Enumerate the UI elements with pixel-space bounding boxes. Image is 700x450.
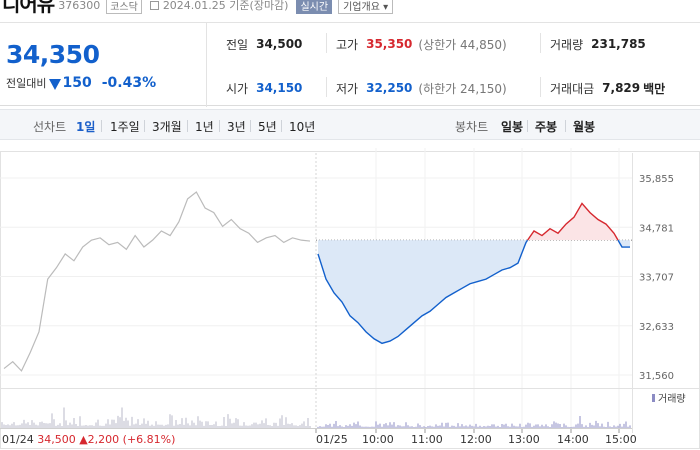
volume-legend-swatch: [652, 394, 655, 402]
change-label: 전일대비: [6, 77, 47, 90]
high-label: 고가: [336, 37, 359, 52]
x-tick-label: 11:00: [411, 433, 443, 446]
date-text: 2024.01.25 기준(장마감): [162, 0, 289, 12]
prev-close-value: 34,500: [256, 37, 303, 51]
change-value: 150: [62, 75, 92, 91]
loss-price-line: [317, 239, 529, 345]
loss-price-line: [617, 239, 630, 248]
volume-legend-label: 거래량: [658, 393, 686, 405]
low-label: 저가: [336, 81, 359, 96]
volume-cell: 거래량 231,785: [550, 34, 646, 54]
prev-day-summary: 01/24 34,500 ▲2,200 (+6.81%): [2, 433, 175, 446]
x-tick-label: 13:00: [508, 433, 540, 446]
low-cell: 저가 32,250 (하한가 24,150): [336, 78, 507, 98]
trade-value-label: 거래대금: [550, 81, 595, 96]
stock-code: 376300: [58, 0, 101, 12]
gain-price-line: [527, 202, 619, 241]
upper-limit-label: (상한가: [418, 37, 457, 52]
current-price-box: 34,350 전일대비 150 -0.43%: [0, 23, 207, 107]
tab-3year[interactable]: 3년: [227, 120, 246, 134]
stock-header: 디어유 376300 코스닥 2024.01.25 기준(장마감) 실시간 기업…: [0, 0, 700, 16]
open-label: 시가: [226, 81, 249, 96]
open-value: 34,150: [256, 81, 303, 95]
trade-value-unit: 백만: [643, 81, 666, 96]
change-row: 전일대비 150 -0.43%: [6, 75, 156, 91]
volume-value: 231,785: [591, 37, 646, 51]
company-overview-button[interactable]: 기업개요 ▾: [338, 0, 394, 14]
trade-value-cell: 거래대금 7,829 백만: [550, 78, 665, 98]
change-percent: -0.43%: [101, 75, 157, 91]
x-tick-label: 10:00: [362, 433, 394, 446]
chart-period-tabs: 선차트 1일 1주일 3개월 1년 3년 5년 10년 봉차트 일봉 주봉 월봉: [0, 109, 700, 140]
quote-summary: 34,350 전일대비 150 -0.43% 전일 34,500 고가 35,3…: [0, 22, 700, 107]
x-tick-label: 01/25: [316, 433, 348, 446]
y-tick-label: 35,855: [639, 174, 674, 185]
y-tick-label: 34,781: [639, 223, 674, 234]
candle-chart-label: 봉차트: [455, 120, 489, 134]
trade-value: 7,829: [602, 81, 641, 95]
open-cell: 시가 34,150: [226, 78, 302, 98]
chevron-down-icon: ▾: [383, 1, 389, 13]
calendar-icon: [149, 0, 159, 10]
x-tick-label: 14:00: [557, 433, 589, 446]
lower-limit-value: 24,150): [460, 81, 507, 96]
upper-limit: (상한가 44,850): [418, 36, 506, 53]
market-badge: 코스닥: [106, 0, 142, 14]
lower-limit: (하한가 24,150): [418, 80, 506, 97]
loss-area: [318, 240, 528, 344]
tab-10year[interactable]: 10년: [289, 120, 316, 134]
tab-1week[interactable]: 1주일: [110, 120, 140, 134]
lower-limit-label: (하한가: [418, 81, 457, 96]
prev-day-price-line: [3, 191, 311, 372]
loss-area: [618, 240, 630, 248]
date-label: 2024.01.25 기준(장마감): [149, 0, 289, 13]
stock-name: 디어유: [2, 0, 55, 16]
volume-label: 거래량: [550, 37, 584, 52]
tab-weekly-candle[interactable]: 주봉: [535, 120, 558, 134]
tab-5year[interactable]: 5년: [258, 120, 277, 134]
line-chart-label: 선차트: [33, 120, 67, 134]
tab-monthly-candle[interactable]: 월봉: [573, 120, 596, 134]
y-tick-label: 32,633: [639, 322, 674, 333]
company-overview-label: 기업개요: [343, 1, 380, 13]
prev-close-cell: 전일 34,500: [226, 34, 302, 54]
y-tick-label: 31,560: [639, 371, 674, 382]
tab-daily-candle[interactable]: 일봉: [501, 120, 524, 134]
tab-1day[interactable]: 1일: [76, 120, 96, 134]
y-tick-label: 33,707: [639, 273, 674, 284]
low-value: 32,250: [366, 81, 413, 95]
prev-close-label: 전일: [226, 37, 249, 52]
high-cell: 고가 35,350 (상한가 44,850): [336, 34, 507, 54]
gain-area: [527, 203, 618, 241]
intraday-price-chart[interactable]: 35,855 34,781 33,707 32,633 31,560 거래량 01/25 10…: [0, 143, 700, 450]
upper-limit-value: 44,850): [460, 37, 507, 52]
tab-3month[interactable]: 3개월: [152, 120, 182, 134]
current-price: 34,350: [6, 40, 100, 69]
tab-1year[interactable]: 1년: [195, 120, 214, 134]
realtime-button[interactable]: 실시간: [296, 0, 333, 14]
x-tick-label: 12:00: [460, 433, 492, 446]
high-value: 35,350: [366, 37, 413, 51]
down-arrow-icon: [49, 78, 62, 90]
x-tick-label: 15:00: [605, 433, 637, 446]
